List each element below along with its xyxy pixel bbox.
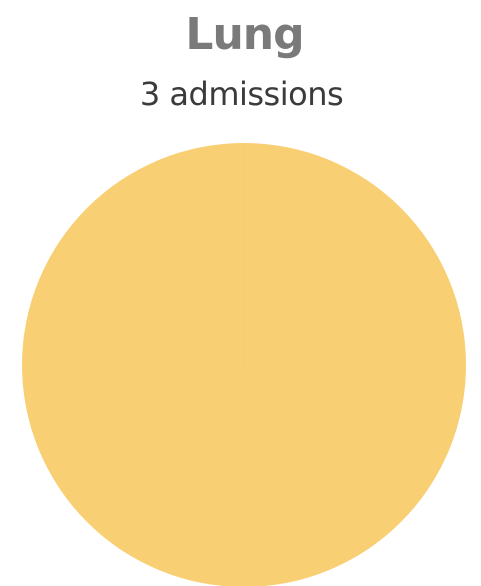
- pie-slices: [22, 143, 466, 586]
- chart-title: Lung: [185, 9, 304, 60]
- chart-subtitle: 3 admissions: [139, 75, 344, 113]
